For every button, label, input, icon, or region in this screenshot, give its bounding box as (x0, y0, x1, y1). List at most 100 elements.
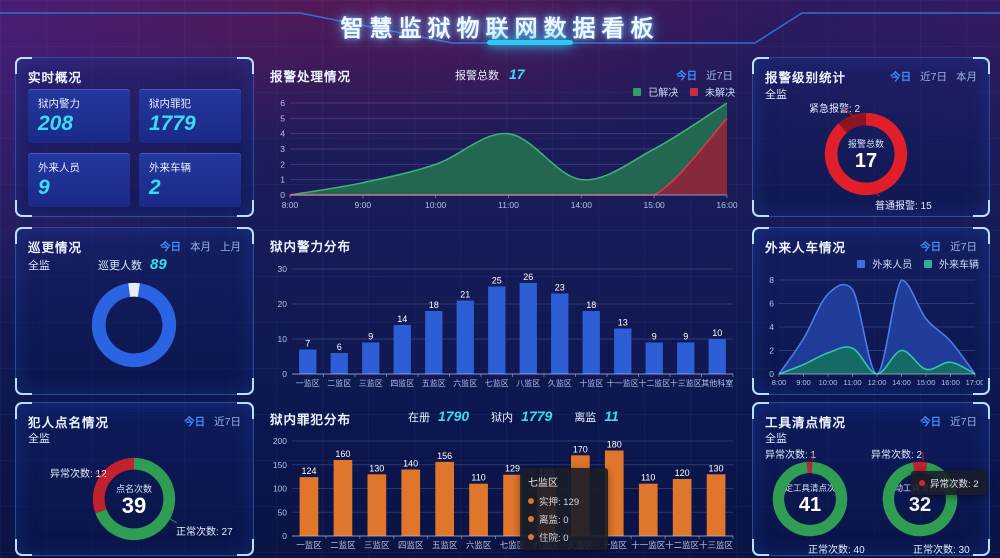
scope-select[interactable]: 全监 (765, 89, 787, 101)
svg-text:15:00: 15:00 (917, 378, 936, 387)
panel-tools-inventory: 工具清点情况 今日 近7日 全监 异常次数: 1 固定工具清点次数 41 正常次… (752, 402, 990, 556)
tab-today[interactable]: 今日 (920, 416, 942, 428)
stat-label: 在册 (408, 412, 430, 424)
svg-text:十三监区: 十三监区 (670, 378, 702, 388)
alarm-total-label: 报警总数 (455, 70, 499, 82)
realtime-stat-grid: 狱内警力 208 狱内罪犯 1779 外来人员 9 外来车辆 2 (28, 89, 241, 207)
legend-swatch-resolved (633, 88, 642, 96)
svg-text:14:00: 14:00 (892, 378, 911, 387)
tab-this-month[interactable]: 本月 (956, 71, 977, 83)
svg-text:10:00: 10:00 (819, 378, 838, 387)
donut-center-value: 32 (908, 494, 932, 516)
tab-last7days[interactable]: 近7日 (920, 71, 947, 83)
svg-text:180: 180 (607, 440, 622, 450)
stat-card-visitors: 外来人员 9 (28, 153, 130, 207)
svg-text:7: 7 (305, 339, 310, 349)
callout-mobile-normal: 正常次数: 30 (913, 545, 970, 556)
svg-text:12:00: 12:00 (868, 378, 887, 387)
svg-text:14: 14 (397, 314, 407, 324)
svg-text:110: 110 (641, 473, 655, 483)
tools-fixed-donut[interactable]: 固定工具清点次数 41 (772, 461, 848, 537)
svg-text:16:00: 16:00 (941, 378, 960, 387)
legend-item-resolved[interactable]: 已解决 (633, 84, 678, 99)
tab-this-month[interactable]: 本月 (190, 241, 211, 253)
donut-center: 固定工具清点次数 41 (772, 461, 848, 537)
svg-text:10:00: 10:00 (425, 200, 447, 210)
alarm-level-donut[interactable]: 报警总数 17 (824, 112, 908, 196)
time-tabs: 今日 近7日 本月 (890, 69, 977, 84)
tab-today[interactable]: 今日 (676, 70, 698, 82)
tab-last7days[interactable]: 近7日 (950, 241, 977, 253)
svg-text:8:00: 8:00 (282, 200, 299, 210)
panel-title: 巡更情况 (28, 241, 83, 255)
legend-item-people[interactable]: 外来人员 (857, 256, 912, 271)
tooltip-dot (528, 516, 534, 522)
tab-today[interactable]: 今日 (920, 241, 942, 253)
stat-value: 2 (149, 176, 161, 199)
patrol-donut[interactable] (91, 282, 177, 368)
tab-today[interactable]: 今日 (160, 241, 181, 253)
svg-text:6: 6 (769, 299, 774, 309)
svg-text:15:00: 15:00 (644, 200, 666, 210)
patrol-count-label: 巡更人数 (98, 260, 142, 272)
stat-value: 1779 (149, 112, 196, 135)
legend-label: 外来人员 (872, 260, 913, 271)
prisoner-distribution-chart[interactable]: 0 50 100 150 200 124 一监区 160 二监区 130 三监区 140 四监区 156 五… (262, 427, 741, 551)
panel-visitors: 外来人车情况 今日 近7日 外来人员 外来车辆 0 2 4 6 8 8:00 9:00 10:… (752, 227, 990, 395)
svg-text:2: 2 (769, 346, 774, 356)
stat-card-vehicles: 外来车辆 2 (139, 153, 241, 207)
donut-center-label: 点名次数 (115, 483, 152, 494)
alarm-trend-chart[interactable]: 0 1 2 3 4 5 6 8:00 9:00 10:00 11:00 14:00 15:00 16:00 (264, 95, 739, 211)
svg-text:13: 13 (618, 318, 628, 328)
tooltip-row: 实押: 129 (528, 494, 600, 508)
svg-text:20: 20 (278, 299, 288, 309)
svg-text:十三监区: 十三监区 (699, 540, 734, 550)
svg-text:七监区: 七监区 (500, 540, 526, 550)
svg-text:四监区: 四监区 (398, 540, 424, 550)
time-tabs: 今日 近7日 (676, 68, 733, 83)
tab-last7days[interactable]: 近7日 (950, 416, 977, 428)
svg-text:1: 1 (280, 175, 285, 185)
scope-select[interactable]: 全监 (28, 260, 50, 272)
svg-text:120: 120 (675, 468, 690, 478)
police-distribution-chart[interactable]: 0 10 20 30 7 一监区 6 二监区 9 三监区 14 四监区 18 五监区 21 六监区 25 七监区 2… (262, 255, 741, 389)
leader-line (922, 452, 924, 461)
legend-item-unresolved[interactable]: 未解决 (690, 84, 735, 99)
svg-text:23: 23 (555, 283, 565, 293)
time-tabs: 今日 本月 上月 (160, 239, 241, 254)
prisoner-stats: 在册 1790 狱内 1779 离监 11 (408, 408, 619, 425)
tab-today[interactable]: 今日 (184, 416, 206, 428)
tooltip-text: 住院: 0 (539, 533, 569, 544)
alarm-total: 报警总数 17 (455, 66, 525, 83)
svg-text:100: 100 (273, 484, 287, 494)
tab-today[interactable]: 今日 (890, 71, 912, 83)
svg-text:5: 5 (280, 113, 285, 123)
time-tabs: 今日 近7日 (184, 414, 241, 429)
svg-text:3: 3 (280, 144, 285, 154)
svg-text:其他科室: 其他科室 (701, 378, 733, 388)
svg-text:一监区: 一监区 (296, 540, 322, 550)
panel-rollcall: 犯人点名情况 今日 近7日 全监 点名次数 39 异常次数: 12 正常次数: … (15, 402, 254, 556)
panel-patrol: 巡更情况 今日 本月 上月 全监 巡更人数 89 (15, 227, 254, 395)
legend-label: 已解决 (648, 88, 679, 99)
rollcall-donut[interactable]: 点名次数 39 (92, 457, 176, 541)
svg-text:三监区: 三监区 (364, 540, 390, 550)
svg-text:10: 10 (278, 334, 288, 344)
svg-text:十一监区: 十一监区 (607, 378, 639, 388)
scope-select[interactable]: 全监 (28, 433, 50, 445)
tooltip-text: 离监: 0 (539, 515, 569, 526)
panel-police-distribution: 狱内警力分布 0 10 20 30 7 一监区 6 二监区 9 三监区 14 四监区 18 五监区 21 六监… (258, 227, 745, 393)
svg-text:21: 21 (460, 290, 470, 300)
scope-select[interactable]: 全监 (765, 433, 787, 445)
tooltip-row: 离监: 0 (528, 512, 600, 526)
callout-normal-alarm: 普通报警: 15 (875, 201, 932, 212)
svg-text:八监区: 八监区 (516, 378, 540, 388)
tab-last7days[interactable]: 近7日 (706, 70, 733, 82)
legend-item-vehicles[interactable]: 外来车辆 (924, 256, 979, 271)
visitors-chart[interactable]: 0 2 4 6 8 8:00 9:00 10:00 11:00 12:00 14:00 15:00 16… (759, 274, 984, 388)
callout-emergency-alarm: 紧急报警: 2 (809, 104, 861, 115)
svg-text:0: 0 (280, 190, 285, 200)
tab-last7days[interactable]: 近7日 (214, 416, 241, 428)
svg-text:9: 9 (652, 332, 657, 342)
tab-last-month[interactable]: 上月 (220, 241, 241, 253)
